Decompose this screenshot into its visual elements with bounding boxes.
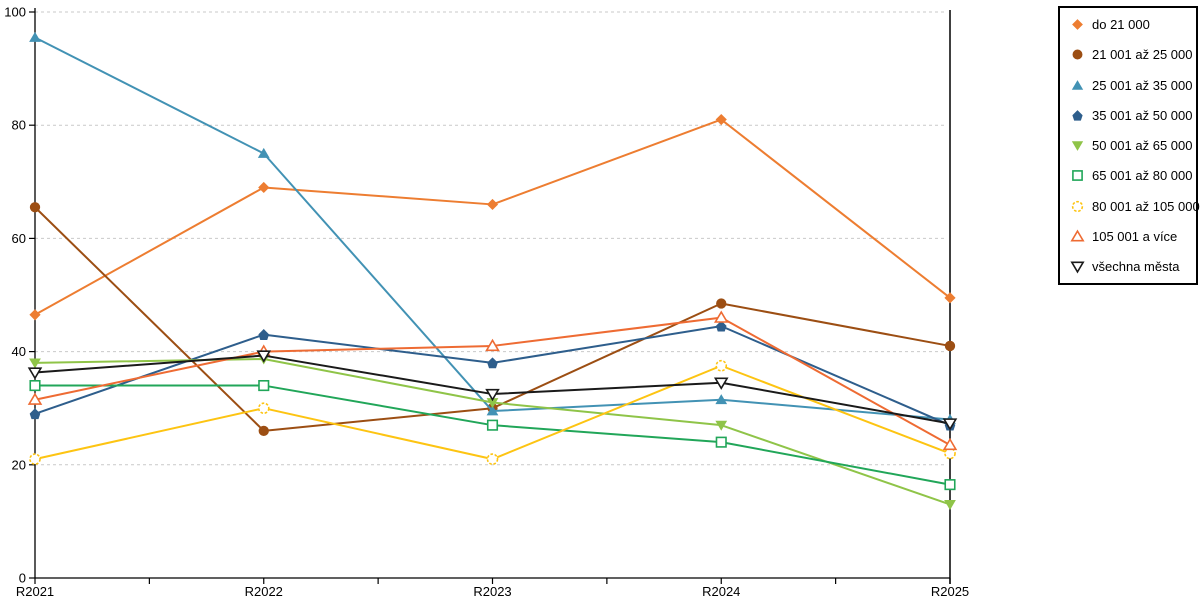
triangle-up-open-marker-icon <box>1070 229 1085 242</box>
circle-filled-marker-icon <box>716 298 727 309</box>
legend-label: 50 001 až 65 000 <box>1092 138 1193 153</box>
legend-label: 80 001 až 105 000 <box>1092 198 1200 214</box>
triangle-down-filled-marker-icon <box>715 420 728 431</box>
triangle-up-filled-marker-icon <box>486 405 499 416</box>
triangle-down-open-marker-icon <box>27 367 43 380</box>
pentagon-filled-marker-icon <box>258 329 270 340</box>
circle-open-dashed-marker-icon <box>257 402 270 415</box>
circle-filled-marker-icon <box>258 425 269 436</box>
legend-label: 35 001 až 50 000 <box>1092 107 1193 123</box>
y-tick-label: 80 <box>12 118 26 133</box>
x-tick-label: R2022 <box>245 584 283 599</box>
y-tick-label: 40 <box>12 344 26 359</box>
triangle-up-filled-legend-icon <box>1071 79 1084 90</box>
y-tick-label: 60 <box>12 231 26 246</box>
triangle-down-open-legend-icon <box>1070 261 1085 274</box>
pentagon-filled-marker-icon <box>487 357 498 369</box>
circle-open-dashed-marker-icon <box>1071 200 1084 212</box>
series-line <box>34 118 951 316</box>
legend-item: 21 001 až 25 000 <box>1070 47 1192 62</box>
triangle-up-filled-marker-icon <box>257 147 270 158</box>
legend-item: do 21 000 <box>1070 17 1192 32</box>
series-markers <box>29 354 956 511</box>
legend-item: všechna města <box>1070 259 1192 274</box>
legend-item: 35 001 až 50 000 <box>1070 108 1192 123</box>
diamond-filled-marker-icon <box>944 292 956 304</box>
square-open-marker-icon <box>258 379 270 392</box>
square-open-marker-icon <box>29 379 41 392</box>
circle-open-dashed-legend-icon <box>1071 200 1084 212</box>
y-tick-label: 100 <box>4 5 26 20</box>
y-tick-label: 0 <box>19 571 26 586</box>
x-tick-label: R2021 <box>16 584 54 599</box>
triangle-up-filled-marker-icon <box>715 394 728 405</box>
legend-label: 21 001 až 25 000 <box>1092 47 1193 63</box>
legend-label: 25 001 až 35 000 <box>1092 77 1193 93</box>
circle-open-dashed-marker-icon <box>715 359 728 372</box>
legend-item: 105 001 a více <box>1070 229 1192 244</box>
diamond-filled-marker-icon <box>29 309 41 321</box>
legend: do 21 000 21 001 až 25 000 25 001 až 35 00… <box>1058 6 1200 285</box>
triangle-down-filled-marker-icon <box>486 398 499 409</box>
triangle-up-filled-marker-icon <box>29 31 41 42</box>
diamond-filled-marker-icon <box>715 113 727 126</box>
square-open-marker-icon <box>944 479 956 491</box>
legend-item: 65 001 až 80 000 <box>1070 168 1192 183</box>
legend-label: všechna města <box>1092 259 1180 274</box>
circle-open-dashed-marker-icon <box>29 453 41 465</box>
triangle-up-open-marker-icon <box>713 310 729 323</box>
pentagon-filled-marker-icon <box>715 320 727 332</box>
legend-label: do 21 000 <box>1092 17 1150 32</box>
triangle-down-open-marker-icon <box>942 418 958 431</box>
circle-filled-legend-icon <box>1072 49 1083 60</box>
triangle-up-open-marker-icon <box>485 338 500 352</box>
series-markers <box>27 350 958 431</box>
triangle-up-open-marker-icon <box>27 392 43 405</box>
square-open-marker-icon <box>486 419 499 431</box>
triangle-up-open-legend-icon <box>1070 229 1085 242</box>
series-markers <box>27 310 958 451</box>
diamond-filled-legend-icon <box>1072 19 1083 30</box>
circle-filled-marker-icon <box>944 340 956 352</box>
legend-item: 80 001 až 105 000 <box>1070 199 1200 214</box>
diamond-filled-marker-icon <box>258 181 270 194</box>
square-open-marker-icon <box>1072 170 1083 182</box>
pentagon-filled-marker-icon <box>29 408 41 420</box>
triangle-down-open-marker-icon <box>485 388 500 402</box>
square-open-marker-icon <box>715 436 727 448</box>
circle-filled-marker-icon <box>1072 49 1083 60</box>
circle-open-dashed-marker-icon <box>486 453 499 465</box>
x-tick-label: R2025 <box>931 584 969 599</box>
diamond-filled-marker-icon <box>1072 19 1083 30</box>
legend-label: 105 001 a více <box>1092 228 1178 244</box>
x-tick-label: R2024 <box>702 584 740 599</box>
series-markers <box>29 359 956 465</box>
triangle-down-filled-marker-icon <box>29 358 41 369</box>
series-markers <box>29 113 956 321</box>
triangle-down-filled-marker-icon <box>1071 141 1084 151</box>
series-line <box>34 357 951 506</box>
triangle-down-filled-legend-icon <box>1071 141 1084 151</box>
legend-item: 50 001 až 65 000 <box>1070 138 1192 153</box>
y-tick-label: 20 <box>12 457 26 472</box>
x-tick-label: R2023 <box>473 584 511 599</box>
diamond-filled-marker-icon <box>486 198 499 211</box>
triangle-up-open-marker-icon <box>942 437 958 451</box>
circle-filled-marker-icon <box>29 202 41 213</box>
pentagon-filled-marker-icon <box>1072 109 1083 121</box>
series-markers <box>29 379 956 491</box>
triangle-down-open-marker-icon <box>1070 261 1085 274</box>
triangle-up-filled-marker-icon <box>1071 79 1084 90</box>
triangle-down-open-marker-icon <box>256 350 272 363</box>
pentagon-filled-legend-icon <box>1072 109 1083 121</box>
triangle-down-open-marker-icon <box>713 377 729 390</box>
square-open-legend-icon <box>1072 170 1083 182</box>
legend-item: 25 001 až 35 000 <box>1070 78 1192 93</box>
legend-label: 65 001 až 80 000 <box>1092 168 1193 184</box>
triangle-down-filled-marker-icon <box>944 500 956 511</box>
